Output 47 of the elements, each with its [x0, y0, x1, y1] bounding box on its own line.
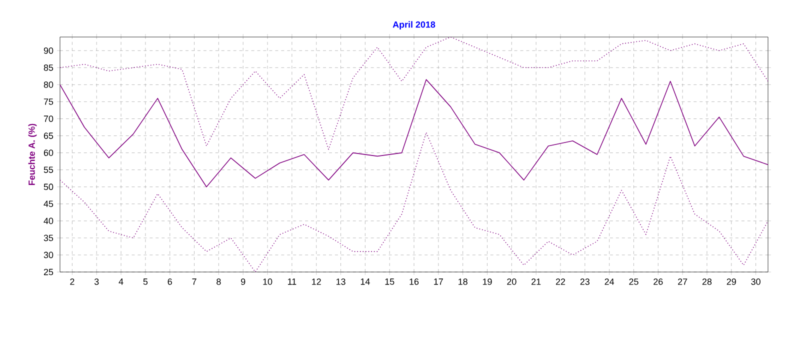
line-series: [60, 79, 768, 188]
y-tick-label: 85: [44, 64, 54, 71]
x-tick-label: 9: [241, 278, 246, 285]
x-tick-label: 8: [216, 278, 221, 285]
x-tick-label: 20: [507, 278, 516, 285]
y-tick-label: 40: [44, 218, 54, 224]
x-tick-label: 4: [118, 278, 124, 285]
x-tick-label: 13: [336, 278, 346, 285]
chart-title: April 2018: [392, 21, 436, 30]
x-tick-label: 21: [532, 278, 541, 285]
y-tick-label: 70: [44, 116, 54, 122]
x-tick-label: 25: [629, 278, 638, 285]
x-tick-label: 23: [580, 278, 590, 285]
x-tick-label: 24: [604, 278, 614, 285]
y-tick-label: 90: [44, 47, 54, 54]
y-tick-label: 35: [44, 234, 54, 242]
x-tick-label: 11: [288, 278, 296, 285]
x-tick-label: 17: [434, 278, 443, 285]
line-series: [60, 132, 768, 272]
y-tick-label: 55: [44, 166, 54, 173]
x-tick-label: 26: [654, 278, 663, 285]
x-tick-label: 18: [458, 278, 468, 285]
x-tick-label: 28: [702, 278, 712, 285]
y-tick-label: 65: [44, 132, 54, 139]
y-tick-label: 80: [44, 82, 54, 88]
x-tick-label: 3: [94, 278, 99, 285]
x-tick-label: 27: [678, 278, 688, 285]
x-tick-label: 29: [726, 278, 736, 285]
x-tick-label: 19: [482, 278, 492, 285]
x-tick-label: 12: [312, 278, 321, 285]
y-axis-title: Feuchte A. (%): [28, 124, 37, 186]
y-tick-label: 50: [44, 184, 54, 190]
x-tick-label: 2: [70, 278, 74, 285]
x-tick-label: 22: [556, 278, 566, 285]
x-tick-label: 10: [263, 278, 272, 285]
x-tick-label: 16: [410, 278, 419, 285]
y-tick-label: 25: [44, 268, 54, 276]
x-tick-label: 7: [192, 278, 196, 285]
y-tick-label: 30: [44, 252, 54, 258]
x-tick-label: 6: [168, 278, 172, 285]
x-tick-label: 5: [143, 278, 148, 285]
y-tick-label: 45: [44, 200, 54, 208]
x-tick-label: 15: [385, 278, 394, 285]
y-tick-label: 75: [44, 98, 54, 105]
x-tick-label: 14: [360, 278, 370, 285]
y-tick-label: 60: [44, 150, 54, 156]
x-tick-label: 30: [751, 278, 760, 285]
